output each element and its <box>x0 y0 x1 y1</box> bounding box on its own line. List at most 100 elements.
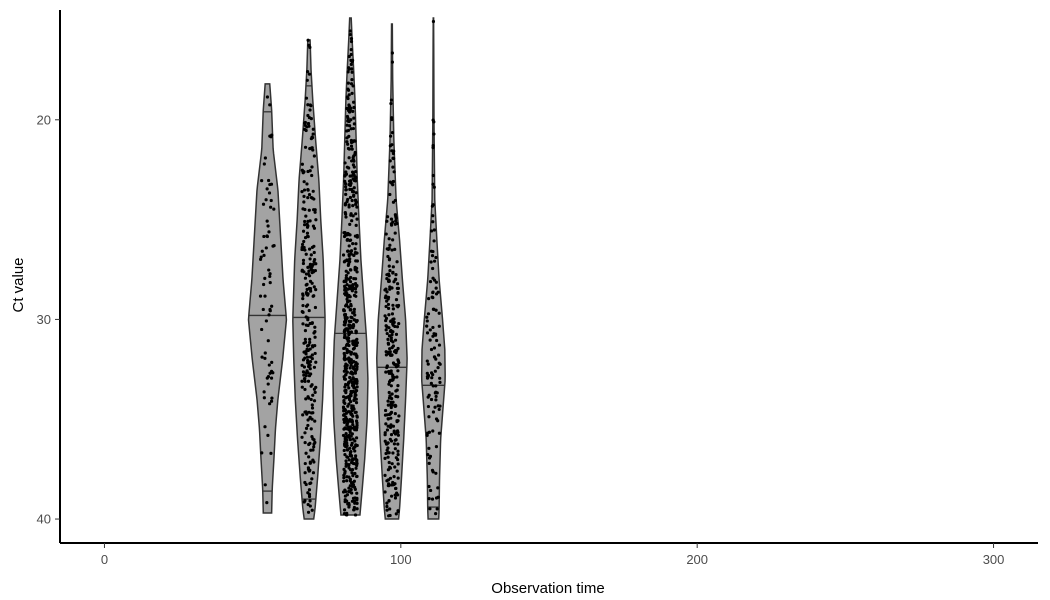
data-point <box>391 451 395 455</box>
data-point <box>349 82 354 86</box>
data-point <box>437 324 441 328</box>
data-point <box>432 259 437 263</box>
data-point <box>394 216 398 220</box>
data-point <box>353 267 357 271</box>
data-point <box>342 395 346 399</box>
data-point <box>349 468 353 472</box>
data-point <box>346 70 350 74</box>
data-point <box>395 286 399 290</box>
data-point <box>301 207 305 211</box>
data-point <box>267 230 271 234</box>
data-point <box>384 287 388 291</box>
data-point <box>353 449 357 453</box>
data-point <box>386 295 391 299</box>
data-point <box>389 410 394 414</box>
data-point <box>308 340 312 344</box>
data-point <box>385 215 390 219</box>
data-point <box>342 357 346 361</box>
data-point <box>396 419 400 423</box>
data-point <box>348 187 352 191</box>
data-point <box>434 384 438 388</box>
data-point <box>312 250 316 255</box>
data-point <box>350 381 354 385</box>
data-point <box>386 337 390 341</box>
data-point <box>350 78 354 82</box>
data-point <box>354 454 358 458</box>
data-point <box>387 279 391 283</box>
data-point <box>391 322 395 326</box>
data-point <box>389 439 394 443</box>
data-point <box>303 340 308 344</box>
data-point <box>389 101 393 106</box>
data-point <box>394 332 399 336</box>
data-point <box>390 131 395 135</box>
data-point <box>434 280 438 284</box>
data-point <box>310 403 314 407</box>
data-point <box>431 173 435 178</box>
data-point <box>342 427 346 431</box>
data-point <box>259 255 263 259</box>
data-point <box>389 223 394 227</box>
data-point <box>307 72 311 76</box>
data-point <box>348 280 353 284</box>
data-point <box>266 375 271 379</box>
data-point <box>349 212 353 216</box>
data-point <box>310 245 314 250</box>
data-point <box>342 448 346 453</box>
data-point <box>342 413 346 417</box>
data-point <box>396 509 400 513</box>
data-point <box>265 95 270 99</box>
data-point <box>390 403 394 407</box>
data-point <box>435 338 439 343</box>
data-point <box>269 198 273 203</box>
data-point <box>314 288 318 292</box>
data-point <box>303 480 307 485</box>
data-point <box>391 303 395 307</box>
data-point <box>344 304 348 308</box>
data-point <box>354 397 358 401</box>
data-point <box>302 365 306 369</box>
data-point <box>312 445 316 449</box>
data-point <box>310 321 314 325</box>
data-point <box>310 406 315 410</box>
data-point <box>310 383 314 387</box>
data-point <box>270 360 274 364</box>
y-tick-label: 20 <box>37 112 51 127</box>
data-point <box>437 343 442 347</box>
data-point <box>354 283 358 287</box>
data-point <box>351 461 355 465</box>
x-axis-title: Observation time <box>491 580 604 597</box>
data-point <box>432 346 437 350</box>
data-point <box>390 346 394 350</box>
data-point <box>429 229 434 233</box>
data-point <box>390 149 394 153</box>
data-point <box>354 212 358 216</box>
data-point <box>389 384 393 388</box>
data-point <box>389 433 394 437</box>
data-point <box>268 309 272 313</box>
axes-group: 0 100 200 300 20 30 40 <box>37 10 1038 567</box>
data-point <box>345 427 350 431</box>
data-point <box>434 511 438 516</box>
data-point <box>391 307 395 311</box>
data-point <box>431 384 435 388</box>
data-point <box>301 297 305 301</box>
data-point <box>346 249 350 253</box>
data-point <box>434 255 438 260</box>
data-point <box>386 302 391 307</box>
data-point <box>308 279 313 283</box>
data-point <box>346 142 350 146</box>
data-point <box>311 132 315 136</box>
data-point <box>311 471 316 475</box>
data-point <box>308 481 312 486</box>
data-point <box>353 318 357 322</box>
data-point <box>342 309 347 313</box>
data-point <box>392 475 396 479</box>
data-point <box>308 337 312 341</box>
data-point <box>386 254 390 259</box>
data-point <box>384 442 389 446</box>
data-point <box>308 287 313 291</box>
data-point <box>306 358 310 363</box>
data-point <box>394 277 398 281</box>
